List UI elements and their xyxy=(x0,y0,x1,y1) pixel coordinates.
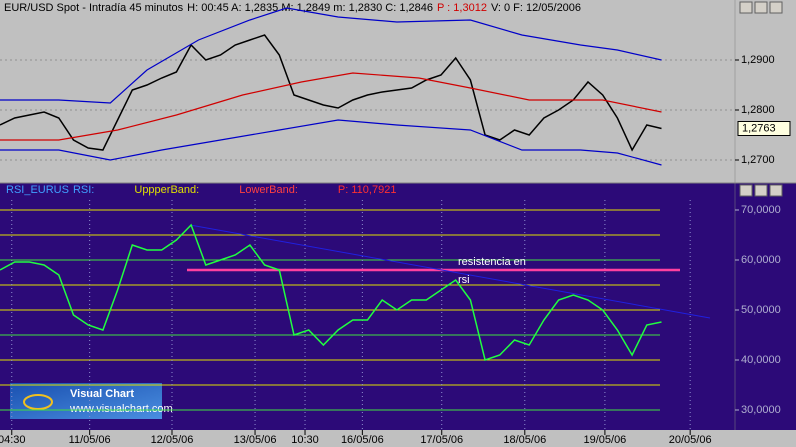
minimize-button[interactable] xyxy=(739,1,753,14)
stat-p: P : 1,3012 xyxy=(437,2,487,14)
y-tick-label: 30,0000 xyxy=(741,404,781,416)
series-line xyxy=(0,223,662,361)
y-tick-label: 60,0000 xyxy=(741,254,781,266)
last-price-box xyxy=(737,121,791,136)
x-axis-strip xyxy=(0,430,796,447)
x-tick-label: 18/05/06 xyxy=(503,434,546,446)
y-tick-label: 50,0000 xyxy=(741,304,781,316)
x-tick-label: 20/05/06 xyxy=(669,434,712,446)
minimize-button[interactable] xyxy=(739,184,753,197)
stats-end: V: 0 F: 12/05/2006 xyxy=(491,2,581,14)
close-button[interactable] xyxy=(769,1,783,14)
maximize-button[interactable] xyxy=(754,184,768,197)
y-tick-label: 1,2800 xyxy=(741,104,775,116)
series-line xyxy=(0,119,662,166)
trend-line xyxy=(189,224,711,319)
title: EUR/USD Spot - Intradía 45 minutos xyxy=(4,2,184,14)
x-tick-label: 12/05/06 xyxy=(151,434,194,446)
annotation: rsi xyxy=(458,274,470,286)
x-tick-label: 10:30 xyxy=(291,434,319,446)
x-tick-label: 19/05/06 xyxy=(583,434,626,446)
last-price-label: 1,2763 xyxy=(742,122,776,134)
x-tick-label: 11/05/06 xyxy=(69,434,111,446)
logo-icon xyxy=(23,394,53,410)
logo-box xyxy=(10,383,162,419)
x-tick-label: 17/05/06 xyxy=(420,434,463,446)
y-tick-label: 1,2900 xyxy=(741,54,775,66)
x-tick-label: 16/05/06 xyxy=(341,434,384,446)
series-line xyxy=(0,7,662,104)
title: RSI_EURUS xyxy=(6,184,69,196)
price-panel xyxy=(0,0,796,183)
annotation: resistencia en xyxy=(458,256,526,268)
rsi-header: RSI_EURUS RSI: UppperBand: LowerBand: P: 110… xyxy=(6,184,396,196)
upper-label: UppperBand: xyxy=(134,184,199,196)
close-button[interactable] xyxy=(769,184,783,197)
x-tick-label: 13/05/06 xyxy=(234,434,277,446)
logo-url: www.visualchart.com xyxy=(69,403,173,415)
price-header: EUR/USD Spot - Intradía 45 minutos H: 00:… xyxy=(4,2,581,14)
logo-name: Visual Chart xyxy=(70,388,134,400)
maximize-button[interactable] xyxy=(754,1,768,14)
y-tick-label: 1,2700 xyxy=(741,154,775,166)
lower-label: LowerBand: xyxy=(239,184,298,196)
plot-layer: 1,2700 1,2800 1,2900 1,2763 30,0000 40,0000 50… xyxy=(0,7,791,446)
y-tick-label: 70,0000 xyxy=(741,204,781,216)
stat-p: P: 110,7921 xyxy=(338,184,397,196)
series-line xyxy=(0,72,662,141)
stats: H: 00:45 A: 1,2835 M: 1,2849 m: 1,2830 C… xyxy=(187,2,433,14)
series-line xyxy=(0,34,662,152)
x-tick-label: 04:30 xyxy=(0,434,26,446)
rsi-label: RSI: xyxy=(73,184,94,196)
y-tick-label: 40,0000 xyxy=(741,354,781,366)
logo: Visual Chart www.visualchart.com xyxy=(10,383,173,419)
window-buttons xyxy=(739,1,783,197)
